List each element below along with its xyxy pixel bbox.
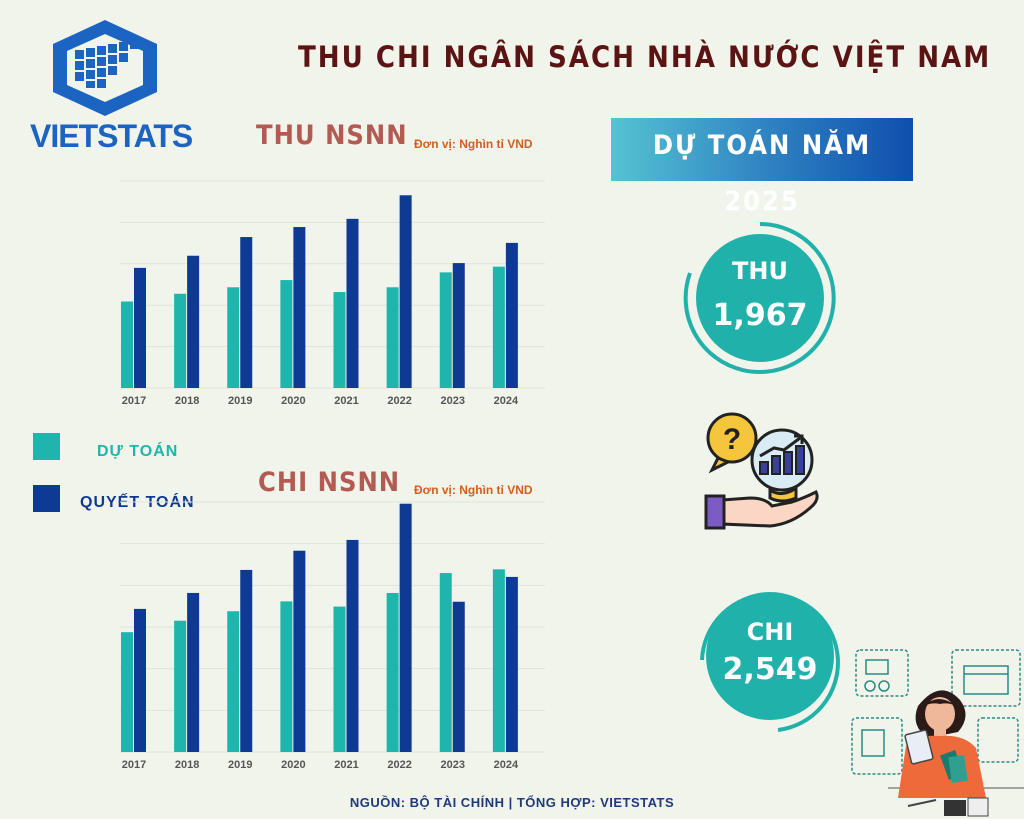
- estimate-bar-2021: [333, 606, 346, 752]
- x-tick-label: 2022: [387, 395, 411, 407]
- final-bar-2020: [293, 550, 306, 752]
- final-bar-2024: [505, 576, 518, 752]
- final-bar-2017: [134, 608, 146, 752]
- x-tick-label: 2020: [281, 759, 305, 771]
- estimate-bar-2023: [439, 272, 452, 388]
- estimate-bar-2019: [227, 287, 240, 388]
- estimate-bar-2018: [174, 620, 187, 752]
- estimate-bar-2024: [492, 266, 505, 388]
- expenditure-forecast-circle: [700, 592, 840, 732]
- x-tick-label: 2024: [494, 395, 519, 407]
- x-tick-label: 2024: [494, 759, 519, 771]
- estimate-bar-2020: [280, 280, 293, 388]
- revenue-forecast-value: 1,967: [712, 298, 808, 333]
- final-bar-2017: [134, 267, 146, 388]
- revenue-forecast-circle: [683, 222, 836, 374]
- final-bar-2020: [293, 227, 306, 388]
- final-bar-2018: [187, 592, 200, 752]
- x-tick-label: 2018: [175, 395, 199, 407]
- logo-text: VIETSTATS: [30, 118, 193, 154]
- revenue-chart-title: THU NSNN: [256, 120, 408, 151]
- estimate-bar-2023: [439, 573, 452, 752]
- final-bar-2023: [452, 601, 465, 752]
- estimate-bar-2018: [174, 293, 187, 388]
- expenditure-chart-unit: Đơn vị: Nghìn tỉ VND: [414, 483, 533, 497]
- x-tick-label: 2023: [441, 759, 465, 771]
- expenditure-forecast-value: 2,549: [722, 652, 818, 687]
- x-tick-label: 2021: [334, 759, 358, 771]
- x-tick-label: 2017: [122, 395, 146, 407]
- final-bar-2022: [399, 503, 412, 752]
- x-tick-label: 2017: [122, 759, 146, 771]
- expenditure-chart-title: CHI NSNN: [258, 467, 401, 498]
- page-title: THU CHI NGÂN SÁCH NHÀ NƯỚC VIỆT NAM: [298, 40, 992, 74]
- final-bar-2023: [452, 263, 465, 388]
- x-tick-label: 2023: [441, 395, 465, 407]
- x-tick-label: 2020: [281, 395, 305, 407]
- expenditure-bar-chart: 2017 2018 2019 2020 2021 2022 2023 2024: [120, 501, 545, 771]
- final-bar-2022: [399, 195, 412, 388]
- estimate-bar-2020: [280, 601, 293, 752]
- x-tick-label: 2022: [387, 759, 411, 771]
- estimate-bar-2021: [333, 292, 346, 388]
- expenditure-forecast-label: CHI: [746, 618, 794, 646]
- final-bar-2018: [187, 255, 200, 388]
- estimate-bar-2022: [386, 592, 399, 752]
- source-note: NGUỒN: BỘ TÀI CHÍNH | TỔNG HỢP: VIETSTAT…: [349, 795, 675, 810]
- revenue-chart-unit: Đơn vị: Nghìn tỉ VND: [414, 137, 533, 151]
- legend-swatch-final: [33, 485, 60, 512]
- estimate-bar-2019: [227, 611, 240, 752]
- forecast-banner: DỰ TOÁN NĂM 2025: [611, 118, 913, 217]
- svg-text:?: ?: [723, 423, 741, 456]
- x-tick-label: 2019: [228, 759, 252, 771]
- estimate-bar-2017: [121, 301, 133, 388]
- final-bar-2021: [346, 218, 359, 388]
- legend-swatch-estimate: [33, 433, 60, 460]
- final-bar-2019: [240, 237, 253, 388]
- estimate-bar-2024: [492, 569, 505, 752]
- x-tick-label: 2018: [175, 759, 199, 771]
- final-bar-2024: [505, 242, 518, 388]
- final-bar-2019: [240, 569, 253, 752]
- final-bar-2021: [346, 539, 359, 752]
- forecast-banner-text: DỰ TOÁN NĂM 2025: [652, 130, 872, 217]
- revenue-bar-chart: 2017 2018 2019 2020 2021 2022 2023 2024: [120, 180, 545, 407]
- estimate-bar-2017: [121, 632, 133, 752]
- woman-calculating-icon: [851, 649, 1024, 817]
- x-tick-label: 2019: [228, 395, 252, 407]
- estimate-bar-2022: [386, 287, 399, 388]
- legend-label-estimate: DỰ TOÁN: [97, 443, 179, 460]
- vietstats-logo-icon: [53, 20, 157, 116]
- revenue-forecast-label: THU: [732, 257, 788, 285]
- x-tick-label: 2021: [334, 395, 358, 407]
- question-hand-chart-icon: ?: [704, 412, 819, 530]
